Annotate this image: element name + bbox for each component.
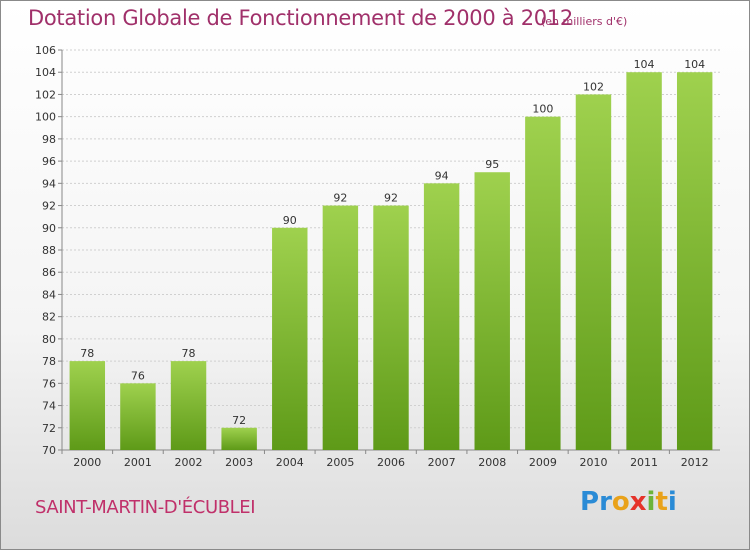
axes: 70 72 74 76 78 80 82 84 86 88 90 92 94 96 98 100 102 104 1… — [35, 44, 720, 469]
bar — [69, 361, 106, 450]
x-tick-label: 2003 — [225, 456, 253, 469]
bar — [626, 72, 662, 450]
logo-letter: r — [599, 487, 612, 517]
x-tick-label: 2010 — [579, 456, 607, 469]
commune-name: SAINT-MARTIN-D'ÉCUBLEI — [35, 497, 256, 518]
y-tick-label: 80 — [42, 333, 56, 346]
bars — [69, 72, 713, 451]
bar — [120, 383, 156, 450]
proxiti-logo[interactable]: Proxiti — [580, 487, 677, 517]
x-tick-label: 2001 — [124, 456, 152, 469]
chart-unit: (en milliers d'€) — [541, 15, 628, 28]
bar — [170, 361, 207, 450]
x-tick-label: 2009 — [529, 456, 557, 469]
x-tick-label: 2000 — [73, 456, 101, 469]
y-tick-label: 76 — [42, 377, 56, 390]
bar — [575, 94, 612, 450]
x-tick-label: 2007 — [428, 456, 456, 469]
data-label: 100 — [532, 103, 553, 116]
data-label: 78 — [80, 347, 94, 360]
x-tick-label: 2008 — [478, 456, 506, 469]
y-tick-label: 82 — [42, 311, 56, 324]
y-tick-label: 106 — [35, 44, 56, 57]
data-labels: 78 76 78 72 90 92 92 94 95 100 102 104 104 — [80, 58, 705, 427]
chart-title: Dotation Globale de Fonctionnement de 20… — [28, 6, 573, 30]
y-tick-label: 90 — [42, 222, 56, 235]
bar — [525, 116, 561, 451]
y-tick-label: 70 — [42, 444, 56, 457]
bar — [373, 205, 409, 450]
logo-letter: i — [646, 487, 656, 517]
x-tick-label: 2004 — [276, 456, 304, 469]
y-tick-label: 88 — [42, 244, 56, 257]
logo-letter: P — [580, 487, 600, 517]
y-tick-label: 96 — [42, 155, 56, 168]
y-tick-label: 98 — [42, 133, 56, 146]
logo-letter: i — [667, 487, 677, 517]
data-label: 90 — [283, 214, 297, 227]
y-tick-label: 92 — [42, 200, 56, 213]
x-tick-label: 2005 — [326, 456, 354, 469]
data-label: 92 — [333, 192, 347, 205]
bar — [272, 227, 308, 450]
data-label: 94 — [435, 169, 449, 182]
y-tick-label: 74 — [42, 400, 56, 413]
bar — [221, 427, 257, 450]
y-tick-label: 100 — [35, 111, 56, 124]
bar — [474, 172, 510, 450]
data-label: 102 — [583, 80, 604, 93]
data-label: 104 — [684, 58, 705, 71]
x-tick-label: 2002 — [175, 456, 203, 469]
y-tick-label: 86 — [42, 266, 56, 279]
y-tick-label: 78 — [42, 355, 56, 368]
data-label: 92 — [384, 192, 398, 205]
y-tick-label: 84 — [42, 288, 56, 301]
bar — [322, 205, 359, 450]
y-tick-label: 104 — [35, 66, 56, 79]
bar — [423, 183, 460, 451]
x-tick-label: 2006 — [377, 456, 405, 469]
y-tick-label: 72 — [42, 422, 56, 435]
logo-letter: x — [629, 487, 647, 517]
data-label: 95 — [485, 158, 499, 171]
x-tick-label: 2011 — [630, 456, 658, 469]
y-tick-label: 102 — [35, 88, 56, 101]
logo-letter: o — [611, 487, 630, 517]
bar — [676, 72, 713, 450]
logo-letter: t — [655, 487, 668, 517]
data-label: 104 — [634, 58, 655, 71]
data-label: 76 — [131, 369, 145, 382]
y-tick-label: 94 — [42, 177, 56, 190]
data-label: 72 — [232, 414, 246, 427]
data-label: 78 — [182, 347, 196, 360]
x-tick-label: 2012 — [681, 456, 709, 469]
